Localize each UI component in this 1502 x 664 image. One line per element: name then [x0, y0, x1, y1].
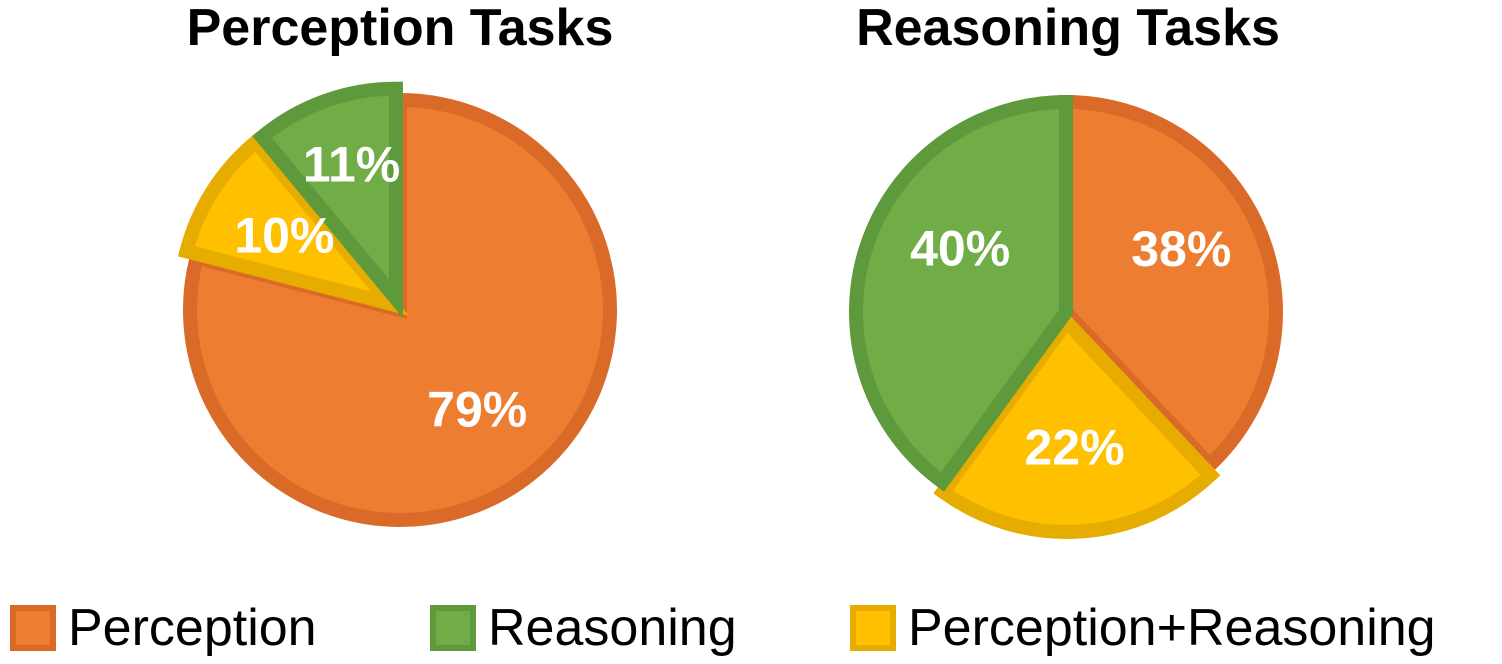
- slice-value-label-perception-reasoning: 22%: [1025, 420, 1125, 476]
- legend-swatch-reasoning: [430, 605, 476, 651]
- slice-value-label-reasoning: 11%: [303, 136, 400, 192]
- pie-slice-perception-reasoning: [933, 311, 1221, 539]
- legend-item-perception: Perception: [10, 596, 317, 660]
- legend-item-reasoning: Reasoning: [430, 596, 737, 660]
- slice-value-label-reasoning: 40%: [910, 220, 1010, 276]
- pie-chart-perception-tasks: 79% 10% 11%: [177, 81, 617, 527]
- slice-value-label-perception: 38%: [1131, 221, 1231, 277]
- pie-slice-perception-reasoning: [177, 131, 409, 316]
- legend-label-perception: Perception: [68, 599, 317, 657]
- legend-swatch-perception: [10, 605, 56, 651]
- chart-title-reasoning-tasks: Reasoning Tasks: [856, 0, 1280, 57]
- pie-slice-reasoning: [252, 81, 403, 319]
- legend: Perception Reasoning Perception+Reasonin…: [0, 596, 1502, 664]
- slice-value-label-perception: 79%: [427, 382, 527, 438]
- pie-slice-reasoning: [849, 94, 1073, 492]
- slice-value-label-perception-reasoning: 10%: [234, 208, 334, 264]
- legend-item-perception-reasoning: Perception+Reasoning: [850, 596, 1436, 660]
- chart-title-perception-tasks: Perception Tasks: [186, 0, 614, 57]
- legend-label-perception-reasoning: Perception+Reasoning: [908, 599, 1436, 657]
- legend-swatch-perception-reasoning: [850, 605, 896, 651]
- legend-label-reasoning: Reasoning: [488, 599, 737, 657]
- pie-slice-perception: [1059, 94, 1283, 475]
- pie-chart-reasoning-tasks: 38% 22% 40%: [849, 94, 1283, 539]
